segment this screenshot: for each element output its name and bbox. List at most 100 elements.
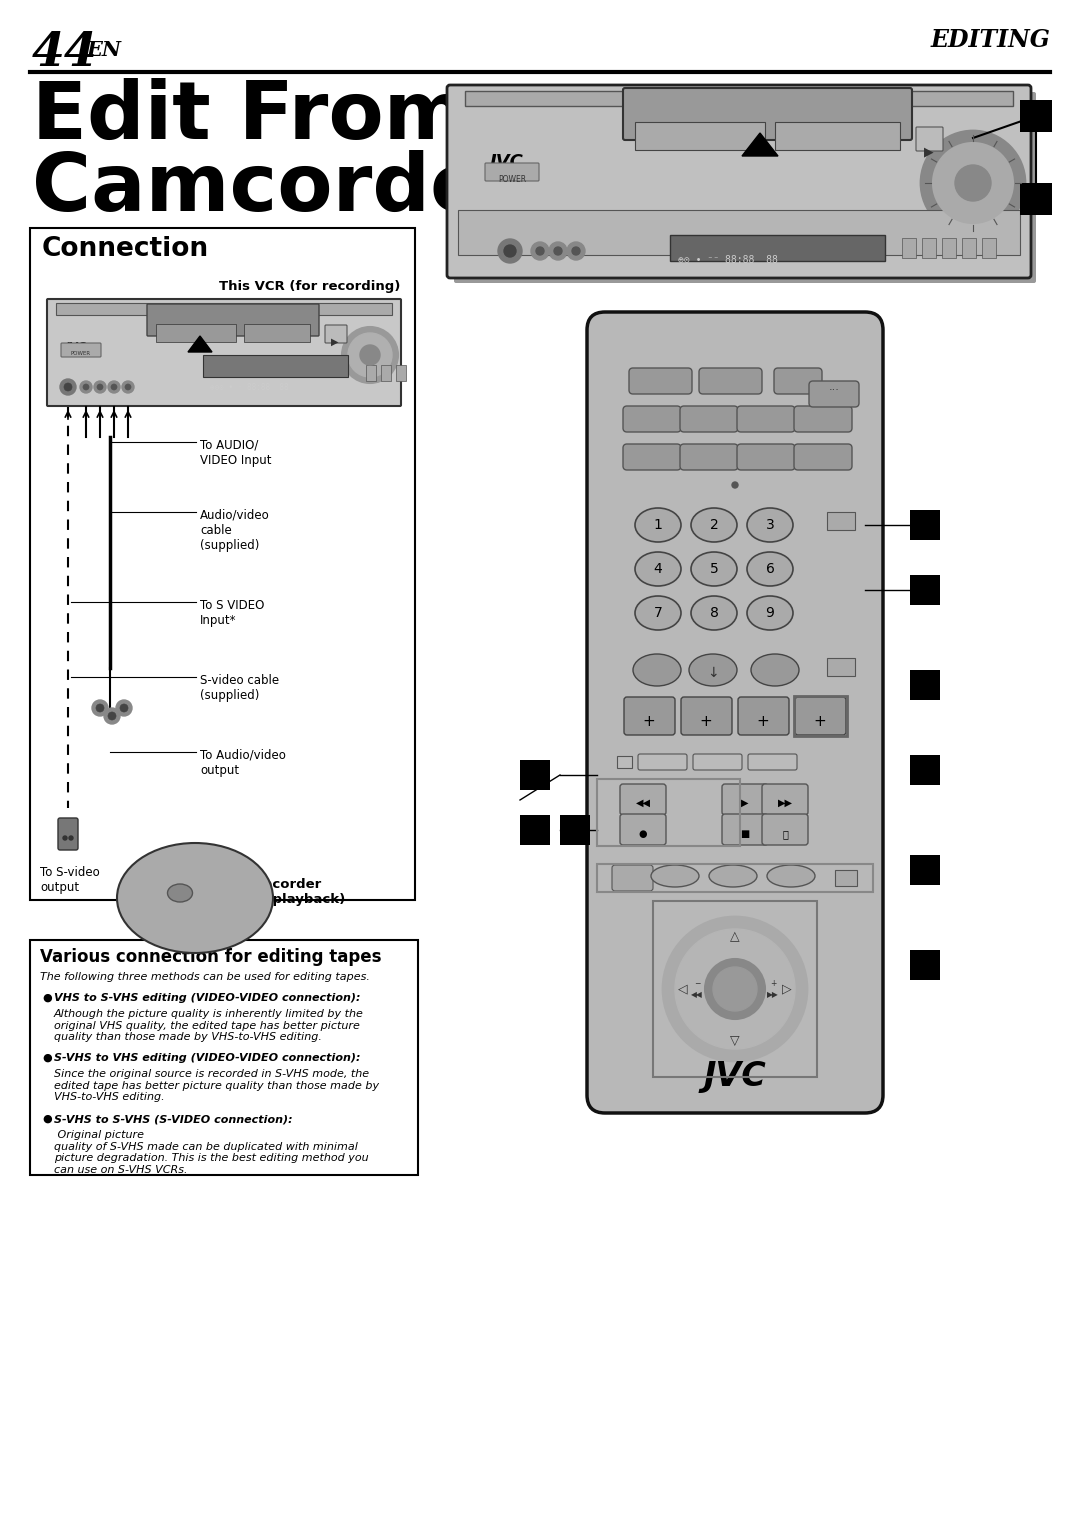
FancyBboxPatch shape: [670, 235, 885, 261]
Text: ⊕⊙⊙ • ⁻ 88:88  88: ⊕⊙⊙ • ⁻ 88:88 88: [210, 383, 288, 392]
Text: Although the picture quality is inherently limited by the
original VHS quality, : Although the picture quality is inherent…: [54, 1009, 364, 1042]
Circle shape: [504, 246, 516, 256]
Ellipse shape: [635, 552, 681, 586]
Text: ...: ...: [828, 382, 839, 392]
Text: S-VHS to VHS editing (VIDEO-VIDEO connection):: S-VHS to VHS editing (VIDEO-VIDEO connec…: [54, 1053, 361, 1064]
Circle shape: [549, 243, 567, 259]
Circle shape: [732, 482, 738, 488]
Text: JVC: JVC: [490, 153, 524, 171]
FancyBboxPatch shape: [60, 343, 102, 357]
Bar: [922, 238, 936, 258]
Text: Camcorder
(for playback): Camcorder (for playback): [240, 877, 346, 906]
Text: To AUDIO/
VIDEO Input: To AUDIO/ VIDEO Input: [200, 439, 271, 467]
Circle shape: [122, 382, 134, 394]
Circle shape: [498, 240, 522, 262]
Ellipse shape: [691, 508, 737, 542]
Circle shape: [63, 836, 67, 839]
Bar: [458, 211, 1020, 255]
FancyBboxPatch shape: [485, 163, 539, 182]
FancyBboxPatch shape: [588, 311, 883, 1112]
Text: To Audio/video
output: To Audio/video output: [200, 749, 286, 777]
Bar: [366, 365, 376, 382]
Text: ▶: ▶: [924, 145, 934, 159]
Text: Audio/video
cable
(supplied): Audio/video cable (supplied): [200, 510, 270, 552]
Text: ▽: ▽: [730, 1035, 740, 1047]
Text: 7: 7: [653, 606, 662, 620]
Ellipse shape: [708, 865, 757, 887]
FancyBboxPatch shape: [762, 784, 808, 815]
Text: VHS to S-VHS editing (VIDEO-VIDEO connection):: VHS to S-VHS editing (VIDEO-VIDEO connec…: [54, 993, 361, 1003]
Bar: [465, 92, 1013, 105]
FancyBboxPatch shape: [325, 325, 347, 343]
Bar: [982, 238, 996, 258]
Bar: [910, 670, 940, 700]
Text: Edit From: Edit From: [32, 78, 468, 156]
FancyBboxPatch shape: [620, 813, 666, 845]
Circle shape: [342, 327, 399, 383]
Text: Since the original source is recorded in S-VHS mode, the
edited tape has better : Since the original source is recorded in…: [54, 1070, 379, 1102]
FancyBboxPatch shape: [629, 368, 692, 394]
Text: S-video cable
(supplied): S-video cable (supplied): [200, 674, 279, 702]
Circle shape: [104, 708, 120, 723]
Text: ↓: ↓: [707, 665, 719, 681]
FancyBboxPatch shape: [723, 784, 768, 815]
Bar: [902, 238, 916, 258]
FancyBboxPatch shape: [624, 697, 675, 736]
Text: POWER: POWER: [498, 175, 526, 185]
Ellipse shape: [691, 552, 737, 586]
FancyBboxPatch shape: [723, 813, 768, 845]
Text: ●: ●: [42, 993, 52, 1003]
Ellipse shape: [689, 655, 737, 687]
Circle shape: [80, 382, 92, 394]
Bar: [56, 304, 392, 314]
FancyBboxPatch shape: [680, 444, 738, 470]
Circle shape: [97, 385, 103, 391]
Text: Camcorder: Camcorder: [32, 150, 525, 227]
Text: +: +: [813, 714, 826, 729]
FancyBboxPatch shape: [623, 89, 912, 140]
Circle shape: [92, 700, 108, 716]
FancyBboxPatch shape: [244, 324, 310, 342]
Text: ◀◀: ◀◀: [635, 798, 650, 807]
Text: Various connection for editing tapes: Various connection for editing tapes: [40, 948, 381, 966]
Text: +: +: [700, 714, 713, 729]
Bar: [835, 870, 858, 887]
Bar: [910, 510, 940, 540]
FancyBboxPatch shape: [737, 406, 795, 432]
FancyBboxPatch shape: [58, 818, 78, 850]
Text: 6: 6: [766, 562, 774, 575]
Ellipse shape: [117, 842, 273, 954]
Text: 9: 9: [766, 606, 774, 620]
Circle shape: [955, 165, 991, 201]
Text: ■: ■: [741, 829, 750, 839]
Text: 8: 8: [710, 606, 718, 620]
Circle shape: [567, 243, 585, 259]
Circle shape: [125, 385, 131, 391]
Text: ▶▶: ▶▶: [778, 798, 793, 807]
FancyBboxPatch shape: [680, 406, 738, 432]
Text: EDITING: EDITING: [930, 27, 1050, 52]
Text: ⊕⊙ • ⁻⁻ 88:88  88: ⊕⊙ • ⁻⁻ 88:88 88: [678, 255, 778, 266]
Circle shape: [713, 967, 757, 1012]
Circle shape: [60, 378, 76, 395]
FancyBboxPatch shape: [48, 299, 401, 406]
Bar: [519, 760, 550, 790]
FancyBboxPatch shape: [623, 406, 681, 432]
Ellipse shape: [635, 508, 681, 542]
Text: This VCR (for recording): This VCR (for recording): [218, 279, 400, 293]
Text: S-VHS to S-VHS (S-VIDEO connection):: S-VHS to S-VHS (S-VIDEO connection):: [54, 1114, 293, 1125]
Bar: [1020, 183, 1052, 215]
FancyBboxPatch shape: [775, 122, 900, 150]
FancyBboxPatch shape: [795, 697, 846, 736]
Bar: [30, 227, 415, 900]
Text: JVC: JVC: [704, 1061, 767, 1093]
Circle shape: [64, 383, 72, 391]
Text: +: +: [757, 714, 769, 729]
Circle shape: [94, 382, 106, 394]
Ellipse shape: [767, 865, 815, 887]
Ellipse shape: [633, 655, 681, 687]
Bar: [827, 658, 855, 676]
Ellipse shape: [691, 597, 737, 630]
FancyBboxPatch shape: [638, 754, 687, 771]
Circle shape: [531, 243, 549, 259]
